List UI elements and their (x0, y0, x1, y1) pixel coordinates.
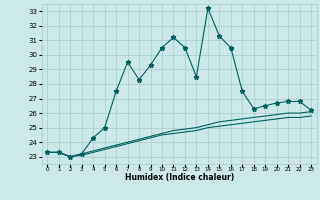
X-axis label: Humidex (Indice chaleur): Humidex (Indice chaleur) (124, 173, 234, 182)
